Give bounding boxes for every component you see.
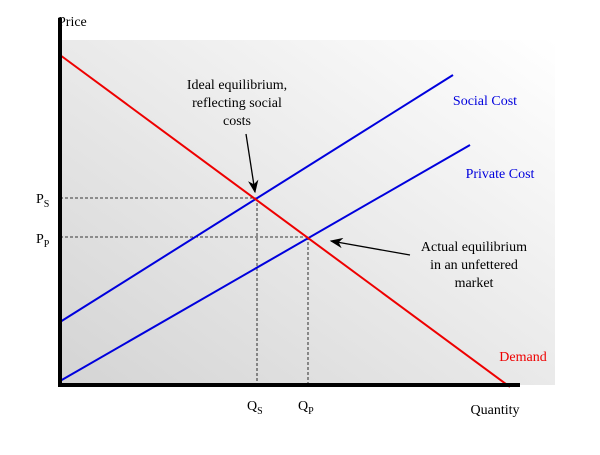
tick-sub: P [44, 239, 50, 250]
tick-q-p: QP [298, 399, 314, 417]
annotation-line: market [455, 276, 494, 291]
ideal-annotation: Ideal equilibrium, reflecting social cos… [187, 78, 287, 129]
tick-sub: S [257, 406, 263, 417]
social-cost-label: Social Cost [453, 94, 517, 109]
y-axis-label: Price [58, 15, 87, 30]
annotation-line: reflecting social [192, 96, 282, 111]
annotation-line: Actual equilibrium [421, 240, 527, 255]
annotation-line: Ideal equilibrium, [187, 78, 287, 93]
tick-main: P [36, 232, 44, 247]
x-axis-label: Quantity [471, 403, 520, 418]
tick-p-p: PP [36, 232, 50, 250]
demand-label: Demand [499, 350, 546, 365]
private-cost-label: Private Cost [466, 167, 535, 182]
tick-sub: S [44, 199, 50, 210]
tick-q-s: QS [247, 399, 263, 417]
annotation-line: in an unfettered [430, 258, 518, 273]
demand-line [59, 54, 511, 388]
actual-arrow [329, 237, 411, 256]
tick-main: P [36, 192, 44, 207]
actual-annotation: Actual equilibrium in an unfettered mark… [421, 240, 527, 291]
annotation-line: costs [223, 114, 251, 129]
guide-lines [60, 197, 309, 385]
social-cost-line [59, 74, 454, 323]
plot-background [60, 40, 555, 385]
tick-main: Q [247, 399, 257, 414]
ideal-arrow [245, 133, 259, 194]
tick-sub: P [308, 406, 314, 417]
tick-p-s: PS [36, 192, 49, 210]
tick-main: Q [298, 399, 308, 414]
private-cost-line [59, 144, 471, 382]
